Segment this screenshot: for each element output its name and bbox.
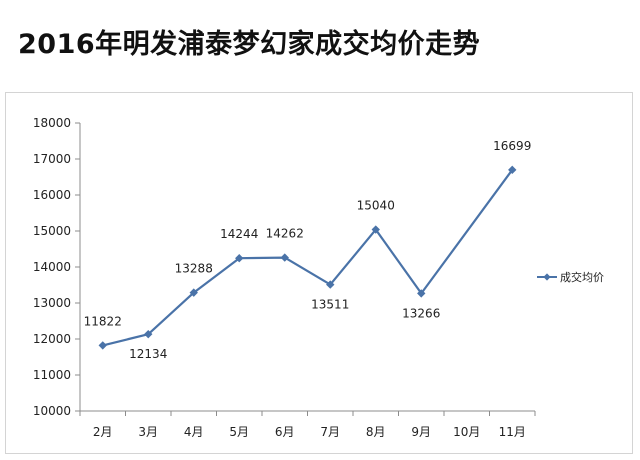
- data-point: [189, 288, 198, 297]
- data-label: 16699: [493, 139, 531, 153]
- x-tick-label: 3月: [138, 425, 158, 439]
- data-label: 13288: [175, 262, 213, 276]
- x-tick-label: 7月: [320, 425, 340, 439]
- y-tick-label: 11000: [33, 368, 71, 382]
- legend: 成交均价: [537, 270, 604, 284]
- y-tick-label: 12000: [33, 332, 71, 346]
- data-point: [144, 329, 153, 339]
- series-layer: [98, 165, 517, 350]
- x-tick-label: 4月: [184, 425, 204, 439]
- data-point: [508, 165, 517, 175]
- x-tick-label: 8月: [366, 425, 386, 439]
- data-label: 15040: [357, 199, 395, 213]
- chart-axes: [79, 123, 535, 412]
- data-point: [371, 225, 380, 234]
- data-label: 14244: [220, 227, 258, 241]
- x-tick-label: 5月: [229, 425, 249, 439]
- x-tick-label: 9月: [411, 425, 431, 439]
- data-point: [280, 253, 289, 262]
- series-line-成交均价: [102, 169, 514, 347]
- data-label: 13266: [402, 306, 440, 320]
- x-tick-label: 6月: [275, 425, 295, 439]
- chart-title: 2016年明发浦泰梦幻家成交均价走势: [18, 29, 481, 60]
- data-point: [98, 341, 107, 350]
- data-label: 12134: [129, 347, 167, 361]
- x-axis-ticks: 2月 3月 4月 5月 6月 7月 8月 9月 10月 11月: [79, 411, 536, 439]
- y-tick-label: 16000: [33, 188, 71, 202]
- y-tick-label: 10000: [33, 404, 71, 418]
- data-point: [235, 254, 244, 263]
- y-tick-label: 14000: [33, 260, 71, 274]
- data-point: [326, 280, 335, 289]
- data-labels: 11822 12134 13288 14244 14262 13511 15040 13266…: [84, 139, 532, 361]
- y-tick-label: 15000: [33, 224, 71, 238]
- y-axis-ticks: 10000 11000 12000 13000 14000 15000 16000 17000…: [33, 116, 80, 418]
- legend-marker: [543, 273, 551, 281]
- data-point: [417, 289, 426, 298]
- y-tick-label: 18000: [33, 116, 71, 130]
- x-tick-label: 10月: [453, 425, 480, 439]
- y-tick-label: 13000: [33, 296, 71, 310]
- x-tick-label: 11月: [499, 425, 526, 439]
- data-label: 14262: [266, 227, 304, 241]
- legend-label: 成交均价: [560, 270, 604, 284]
- data-label: 13511: [311, 298, 349, 312]
- y-tick-label: 17000: [33, 152, 71, 166]
- chart-frame: [5, 92, 633, 454]
- x-tick-label: 2月: [93, 425, 113, 439]
- data-label: 11822: [84, 314, 122, 328]
